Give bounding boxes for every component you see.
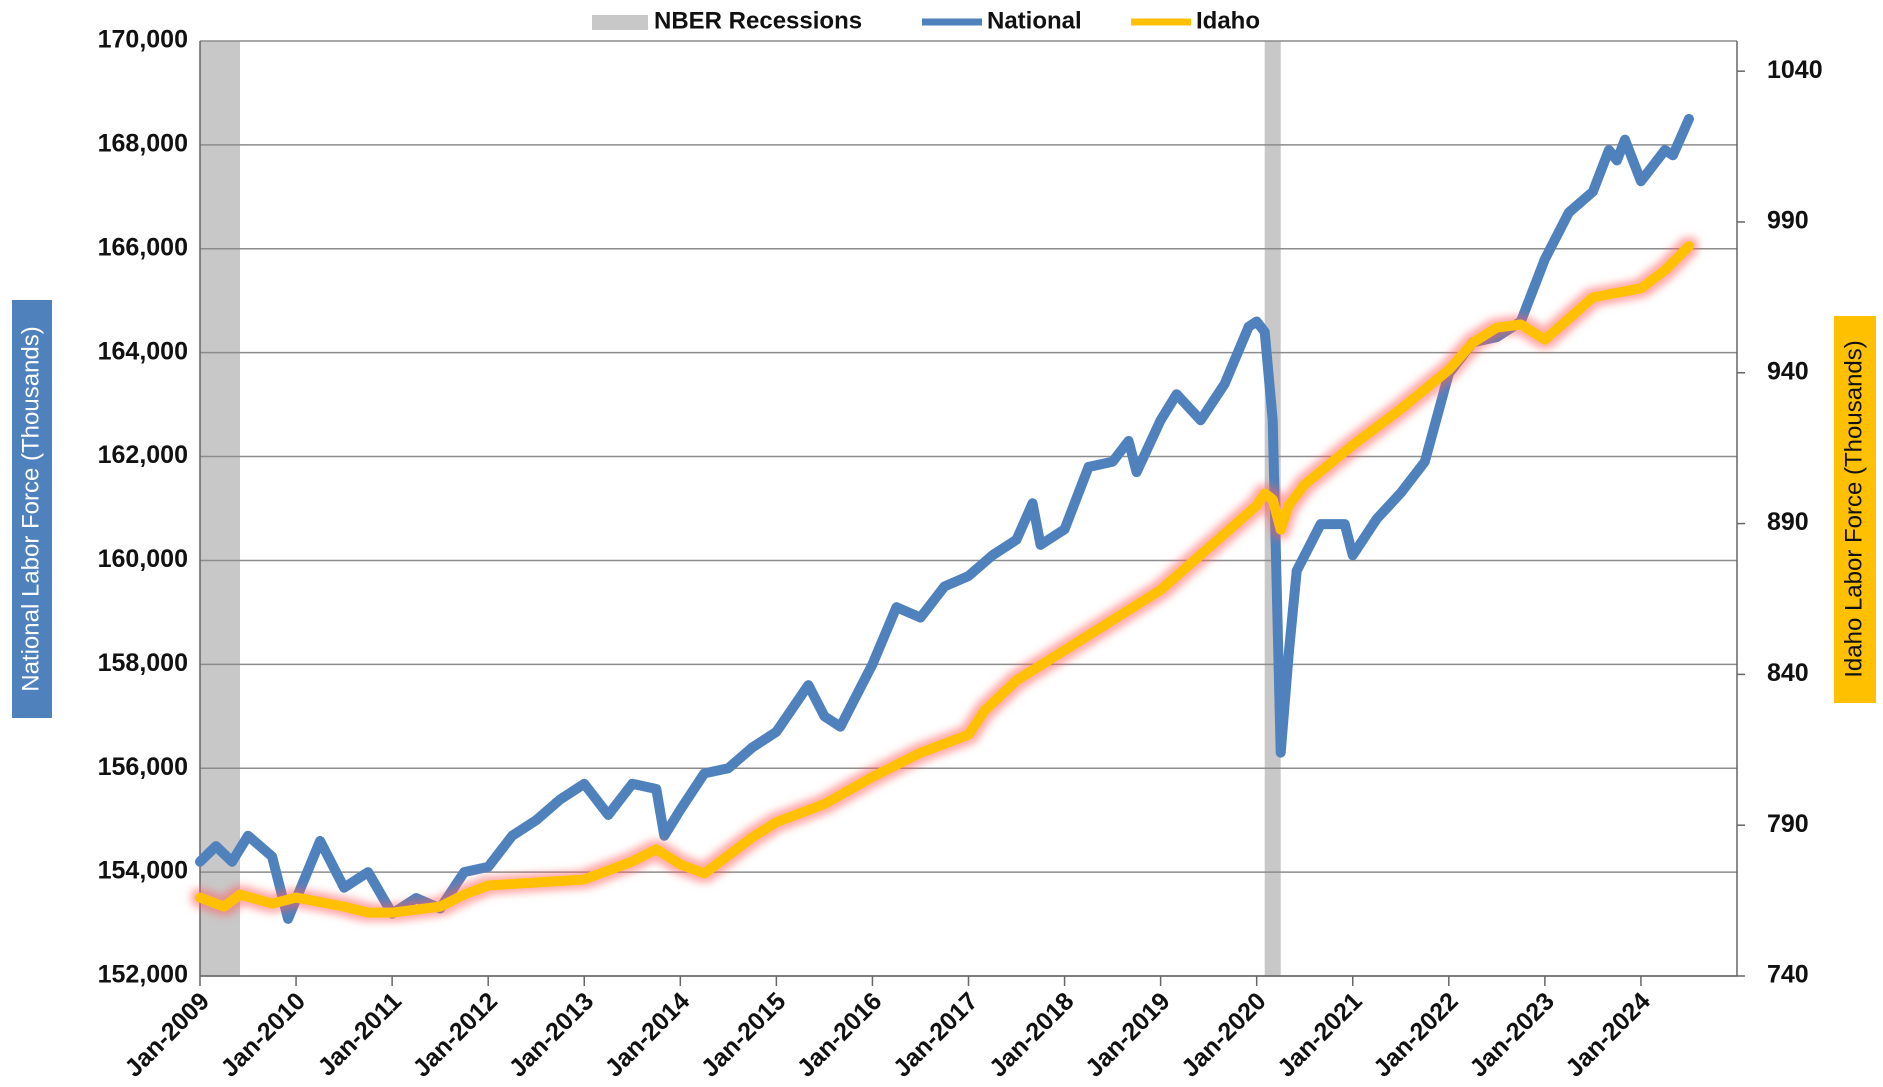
y-tick-label: 156,000	[98, 753, 188, 781]
y2-tick-label: 890	[1767, 508, 1809, 536]
x-tick-label: Jan-2016	[792, 987, 887, 1082]
y2-tick-label: 790	[1767, 810, 1809, 838]
legend-label: NBER Recessions	[654, 7, 862, 34]
y2-axis-title: Idaho Labor Force (Thousands)	[1840, 340, 1867, 678]
x-tick-label: Jan-2018	[984, 987, 1080, 1083]
x-tick-label: Jan-2011	[313, 987, 408, 1082]
y-tick-label: 166,000	[98, 233, 188, 261]
y-label-box	[12, 300, 52, 718]
x-tick-label: Jan-2015	[696, 987, 792, 1083]
legend-label: National	[987, 7, 1082, 34]
y-tick-label: 162,000	[98, 441, 188, 469]
series-line	[195, 241, 1694, 918]
y-tick-label: 158,000	[98, 649, 188, 677]
x-tick-label: Jan-2013	[504, 987, 599, 1082]
x-tick-label: Jan-2021	[1272, 987, 1368, 1083]
y-tick-label: 170,000	[98, 26, 188, 54]
series-line	[195, 113, 1694, 924]
x-tick-label: Jan-2024	[1560, 987, 1656, 1083]
y-tick-label: 164,000	[98, 337, 188, 365]
y-tick-label: 168,000	[98, 129, 188, 157]
y2-tick-label: 1040	[1767, 56, 1823, 84]
x-tick-label: Jan-2014	[600, 987, 696, 1083]
y2-tick-label: 990	[1767, 207, 1809, 235]
x-tick-label: Jan-2010	[215, 987, 310, 1082]
x-tick-label: Jan-2019	[1080, 987, 1175, 1082]
x-tick-label: Jan-2009	[119, 987, 214, 1082]
y2-tick-label: 740	[1767, 961, 1809, 989]
y2-label-box	[1834, 316, 1876, 703]
y-tick-label: 154,000	[98, 857, 188, 885]
legend-label: Idaho	[1196, 7, 1260, 34]
y2-tick-label: 840	[1767, 659, 1809, 687]
y-tick-label: 152,000	[98, 961, 188, 989]
legend-swatch	[592, 15, 648, 30]
x-tick-label: Jan-2020	[1176, 987, 1271, 1082]
recession-band	[200, 41, 241, 976]
x-tick-label: Jan-2022	[1368, 987, 1463, 1082]
x-tick-label: Jan-2012	[408, 987, 503, 1082]
y-axis-title: National Labor Force (Thousands)	[17, 326, 44, 692]
y2-tick-label: 940	[1767, 357, 1809, 385]
y-tick-label: 160,000	[98, 545, 188, 573]
x-tick-label: Jan-2023	[1464, 987, 1559, 1082]
x-tick-label: Jan-2017	[888, 987, 983, 1082]
